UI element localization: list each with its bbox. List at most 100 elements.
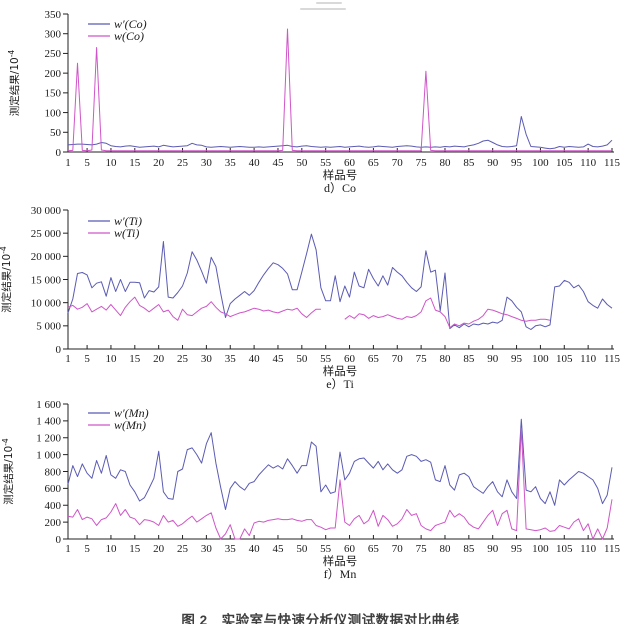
svg-text:65: 65	[368, 157, 380, 169]
svg-text:0: 0	[56, 147, 62, 159]
svg-text:200: 200	[45, 517, 62, 529]
svg-text:90: 90	[487, 157, 499, 169]
svg-text:5: 5	[84, 543, 90, 555]
svg-text:25: 25	[177, 353, 189, 365]
svg-text:85: 85	[463, 353, 475, 365]
svg-text:1: 1	[65, 543, 71, 555]
svg-text:50: 50	[296, 543, 308, 555]
svg-text:55: 55	[320, 157, 332, 169]
svg-text:w(Ti): w(Ti)	[114, 226, 139, 240]
svg-text:95: 95	[511, 543, 523, 555]
svg-text:10 000: 10 000	[31, 297, 62, 309]
svg-text:50: 50	[50, 127, 62, 139]
svg-text:110: 110	[580, 157, 597, 169]
svg-text:105: 105	[556, 543, 573, 555]
svg-text:d）Co: d）Co	[324, 181, 356, 195]
svg-text:100: 100	[532, 543, 549, 555]
svg-text:200: 200	[45, 68, 62, 80]
cropped-text-fragment	[300, 8, 346, 10]
svg-text:115: 115	[604, 157, 621, 169]
svg-text:110: 110	[580, 543, 597, 555]
svg-text:5: 5	[84, 157, 90, 169]
svg-text:w′(Mn): w′(Mn)	[114, 406, 149, 420]
svg-text:20: 20	[153, 353, 165, 365]
svg-text:75: 75	[416, 543, 428, 555]
svg-text:样品号: 样品号	[323, 554, 358, 568]
svg-text:0: 0	[56, 534, 62, 546]
svg-text:10: 10	[105, 353, 117, 365]
svg-text:35: 35	[225, 353, 237, 365]
svg-text:90: 90	[487, 353, 499, 365]
svg-text:30 000: 30 000	[31, 205, 62, 217]
svg-text:600: 600	[45, 483, 62, 495]
svg-text:25: 25	[177, 543, 189, 555]
svg-text:100: 100	[532, 353, 549, 365]
svg-text:110: 110	[580, 353, 597, 365]
svg-text:100: 100	[45, 107, 62, 119]
svg-text:测定结果/10-4: 测定结果/10-4	[1, 438, 15, 505]
svg-text:50: 50	[296, 353, 308, 365]
svg-text:105: 105	[556, 353, 573, 365]
svg-text:40: 40	[249, 157, 261, 169]
svg-text:0: 0	[56, 344, 62, 356]
svg-text:45: 45	[272, 543, 284, 555]
svg-text:400: 400	[45, 500, 62, 512]
cropped-text-fragment	[316, 2, 342, 4]
svg-text:50: 50	[296, 157, 308, 169]
svg-text:95: 95	[511, 353, 523, 365]
svg-text:15: 15	[129, 157, 141, 169]
svg-text:10: 10	[105, 543, 117, 555]
svg-text:w′(Ti): w′(Ti)	[114, 214, 142, 228]
chart-mn: 0 200 400 600 800 1 000 1 200 1 400 1 600 1 5 10 15 2…	[0, 398, 641, 591]
svg-text:80: 80	[439, 157, 451, 169]
svg-text:1 400: 1 400	[36, 416, 61, 428]
svg-text:1 200: 1 200	[36, 433, 61, 445]
svg-text:25: 25	[177, 157, 189, 169]
svg-text:15 000: 15 000	[31, 274, 62, 286]
svg-text:测定结果/10-4: 测定结果/10-4	[7, 50, 21, 117]
svg-text:350: 350	[45, 9, 62, 21]
chart-co: 0 50 100 150 200 250 300 350 1 5 10 15 20 25 30 35 40 45 5…	[0, 0, 641, 201]
svg-text:20: 20	[153, 543, 165, 555]
svg-text:105: 105	[556, 157, 573, 169]
svg-text:10: 10	[105, 157, 117, 169]
svg-text:30: 30	[201, 543, 213, 555]
svg-text:w′(Co): w′(Co)	[114, 17, 147, 31]
svg-text:55: 55	[320, 543, 332, 555]
svg-text:45: 45	[272, 353, 284, 365]
svg-text:75: 75	[416, 157, 428, 169]
svg-text:35: 35	[225, 543, 237, 555]
svg-text:1: 1	[65, 157, 71, 169]
svg-text:85: 85	[463, 157, 475, 169]
svg-text:65: 65	[368, 543, 380, 555]
svg-text:30: 30	[201, 157, 213, 169]
svg-text:1: 1	[65, 353, 71, 365]
figure-caption: 图 2 实验室与快速分析仪测试数据对比曲线	[181, 613, 460, 624]
svg-text:测定结果/10-4: 测定结果/10-4	[0, 246, 13, 313]
svg-text:115: 115	[604, 543, 621, 555]
svg-text:w(Mn): w(Mn)	[114, 418, 146, 432]
svg-text:5: 5	[84, 353, 90, 365]
svg-text:25 000: 25 000	[31, 228, 62, 240]
svg-text:40: 40	[249, 353, 261, 365]
svg-text:45: 45	[272, 157, 284, 169]
svg-text:150: 150	[45, 88, 62, 100]
svg-text:70: 70	[392, 353, 404, 365]
svg-text:80: 80	[439, 353, 451, 365]
svg-text:20 000: 20 000	[31, 251, 62, 263]
svg-text:100: 100	[532, 157, 549, 169]
svg-text:55: 55	[320, 353, 332, 365]
svg-text:65: 65	[368, 353, 380, 365]
svg-text:70: 70	[392, 543, 404, 555]
svg-text:40: 40	[249, 543, 261, 555]
svg-text:800: 800	[45, 466, 62, 478]
svg-text:60: 60	[344, 353, 356, 365]
svg-text:115: 115	[604, 353, 621, 365]
svg-text:15: 15	[129, 353, 141, 365]
svg-text:95: 95	[511, 157, 523, 169]
